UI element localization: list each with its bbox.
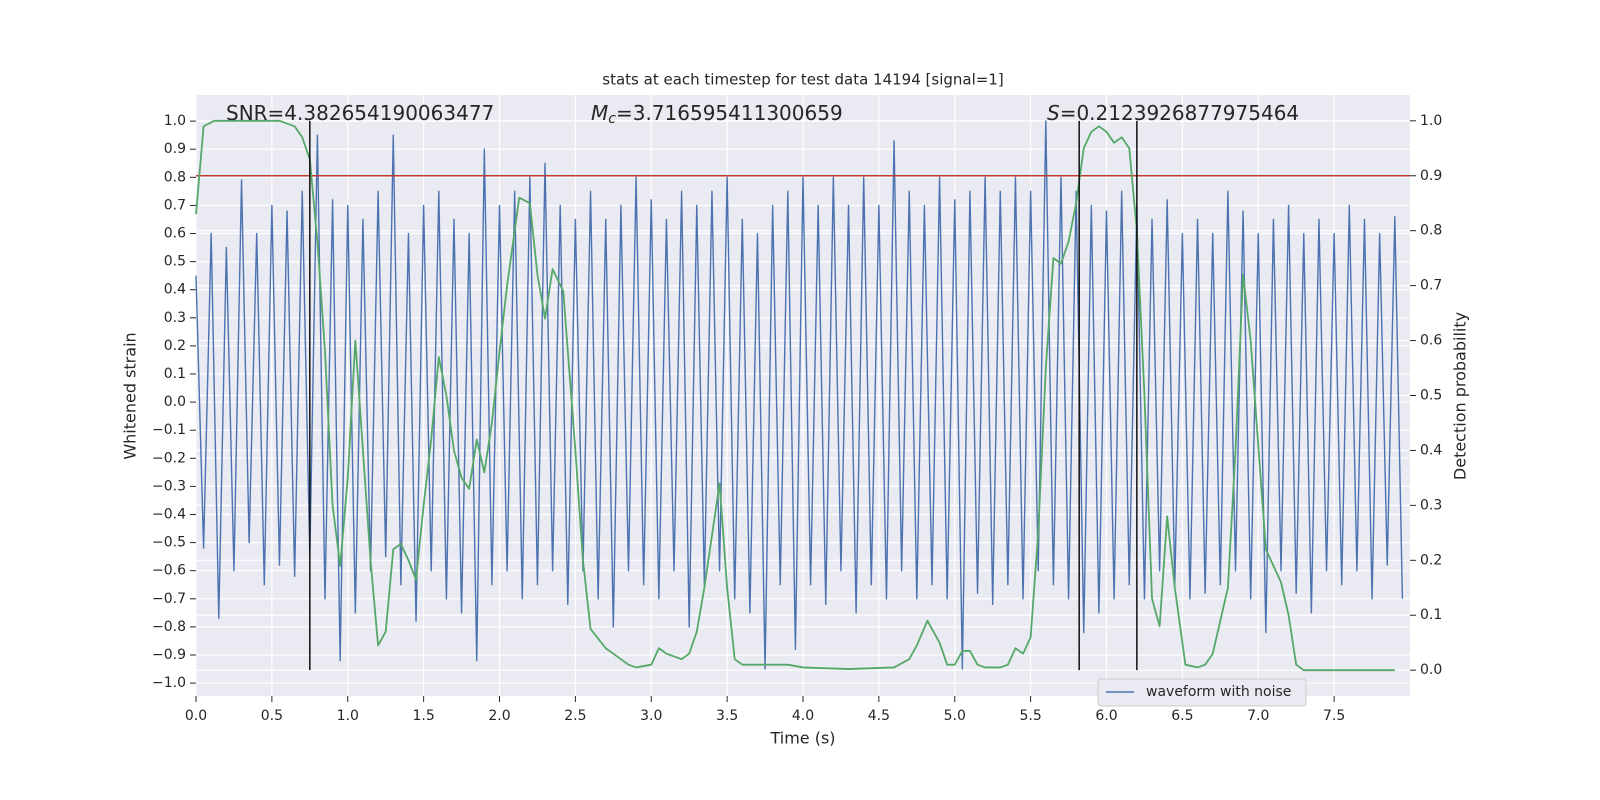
y2-tick-label: 1.0 (1420, 113, 1442, 129)
annotation-symbol: M (591, 101, 608, 125)
y-tick-label: −0.2 (152, 450, 186, 466)
annotation-subscript: c (608, 111, 616, 127)
y2-axis-label: Detection probability (1451, 312, 1470, 480)
annotation-text: =0.2123926877975464 (1060, 101, 1299, 125)
annotation-text: =3.716595411300659 (616, 101, 843, 125)
y2-tick-label: 0.6 (1420, 333, 1442, 349)
chart-title: stats at each timestep for test data 141… (602, 71, 1003, 89)
y2-tick-label: 0.8 (1420, 223, 1442, 239)
annotation: S=0.2123926877975464 (1047, 101, 1299, 125)
y-tick-label: −0.8 (152, 619, 186, 635)
x-tick-label: 4.0 (792, 708, 814, 724)
x-tick-label: 5.0 (944, 708, 966, 724)
y-tick-label: 0.5 (164, 254, 186, 270)
y2-tick-label: 0.9 (1420, 168, 1442, 184)
y-tick-label: 0.0 (164, 394, 186, 410)
y-tick-label: −0.1 (152, 422, 186, 438)
x-tick-label: 2.0 (488, 708, 510, 724)
probability-line (195, 119, 1395, 672)
y-tick-label: 0.6 (164, 226, 186, 242)
legend-label: waveform with noise (1146, 684, 1291, 700)
y2-tick-label: 0.7 (1420, 278, 1442, 294)
y2-tick-label: 0.1 (1420, 607, 1442, 623)
x-tick-label: 6.0 (1095, 708, 1117, 724)
y2-tick-label: 0.3 (1420, 497, 1442, 513)
y-tick-label: 0.7 (164, 197, 186, 213)
y-tick-label: −0.9 (152, 647, 186, 663)
y-tick-label: −0.7 (152, 591, 186, 607)
y-tick-label: 0.8 (164, 169, 186, 185)
y2-tick-label: 0.0 (1420, 662, 1442, 678)
y-tick-label: 1.0 (164, 113, 186, 129)
waveform-line (195, 120, 1404, 670)
annotation: SNR=4.382654190063477 (226, 101, 494, 125)
x-tick-label: 7.0 (1247, 708, 1269, 724)
y-axis-label: Whitened strain (121, 332, 140, 459)
annotation-text: SNR=4.382654190063477 (226, 101, 494, 125)
x-tick-label: 1.5 (412, 708, 434, 724)
x-axis-label: Time (s) (769, 729, 835, 748)
y-tick-label: 0.1 (164, 366, 186, 382)
y-tick-label: −0.5 (152, 535, 186, 551)
y-tick-label: 0.9 (164, 141, 186, 157)
y-tick-label: −0.6 (152, 563, 186, 579)
x-tick-label: 7.5 (1323, 708, 1345, 724)
y2-tick-label: 0.2 (1420, 552, 1442, 568)
x-tick-label: 5.5 (1019, 708, 1041, 724)
y2-tick-label: 0.5 (1420, 388, 1442, 404)
y-tick-label: 0.3 (164, 310, 186, 326)
x-tick-label: 3.0 (640, 708, 662, 724)
x-tick-label: 0.0 (185, 708, 207, 724)
x-tick-label: 3.5 (716, 708, 738, 724)
legend: waveform with noise (1097, 678, 1307, 707)
annotation-symbol: S (1047, 101, 1060, 125)
x-tick-label: 1.0 (337, 708, 359, 724)
y-tick-label: 0.4 (164, 282, 186, 298)
y-tick-label: 0.2 (164, 338, 186, 354)
y-tick-label: −0.3 (152, 478, 186, 494)
legend-box (1097, 678, 1307, 707)
y-tick-label: −1.0 (152, 675, 186, 691)
x-tick-label: 6.5 (1171, 708, 1193, 724)
x-tick-label: 2.5 (564, 708, 586, 724)
x-tick-label: 0.5 (261, 708, 283, 724)
annotation: Mc=3.716595411300659 (591, 101, 843, 128)
y2-tick-label: 0.4 (1420, 442, 1442, 458)
y-tick-label: −0.4 (152, 506, 186, 522)
x-tick-label: 4.5 (868, 708, 890, 724)
